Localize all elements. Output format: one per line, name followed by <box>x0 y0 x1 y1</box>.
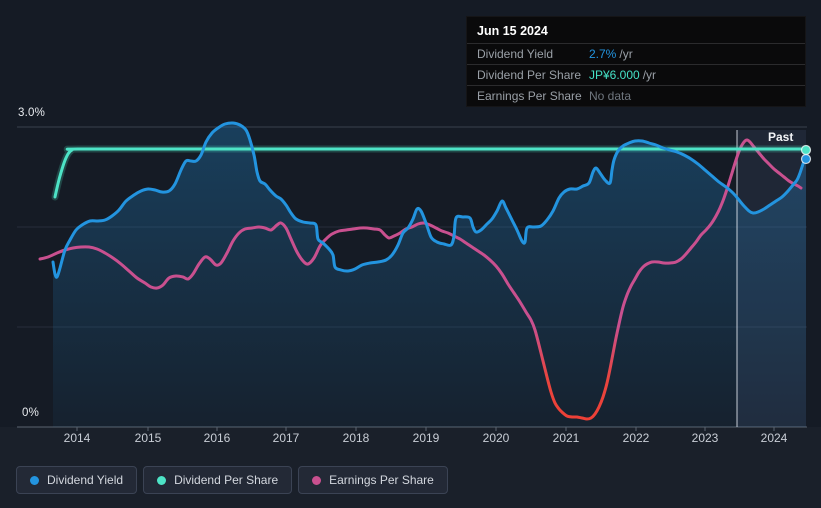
tooltip-value: 2.7% <box>589 47 617 61</box>
tooltip-suffix: /yr <box>642 68 657 82</box>
legend-item-earnings-per-share[interactable]: Earnings Per Share <box>298 466 448 494</box>
legend-label: Earnings Per Share <box>329 473 434 487</box>
x-axis-label: 2014 <box>63 431 91 445</box>
tooltip-label: Dividend Yield <box>477 47 554 61</box>
y-axis-label-top: 3.0% <box>18 107 46 119</box>
x-axis-label: 2023 <box>691 431 719 445</box>
tooltip-row-earnings-per-share: Earnings Per Share No data <box>467 85 805 106</box>
legend-label: Dividend Yield <box>47 473 124 487</box>
tooltip-value: JP¥6.000 <box>589 68 640 82</box>
tooltip-row-dividend-per-share: Dividend Per Share JP¥6.000 /yr <box>467 64 805 85</box>
tooltip-label: Earnings Per Share <box>477 89 582 103</box>
x-axis-label: 2021 <box>552 431 580 445</box>
x-axis-label: 2015 <box>134 431 162 445</box>
dividend-yield-dot-icon <box>30 475 39 485</box>
legend-item-dividend-per-share[interactable]: Dividend Per Share <box>143 466 293 494</box>
x-axis-label: 2019 <box>412 431 440 445</box>
tooltip-label: Dividend Per Share <box>477 68 582 82</box>
legend-label: Dividend Per Share <box>174 473 279 487</box>
dividend-per-share-dot-icon <box>157 475 167 485</box>
x-axis-label: 2020 <box>482 431 510 445</box>
x-axis-label: 2018 <box>342 431 370 445</box>
chart-legend: Dividend Yield Dividend Per Share Earnin… <box>16 466 448 494</box>
earnings-per-share-dot-icon <box>312 475 322 485</box>
legend-item-dividend-yield[interactable]: Dividend Yield <box>16 466 138 494</box>
x-axis-label: 2016 <box>203 431 231 445</box>
past-label: Past <box>768 130 794 144</box>
x-axis-label: 2017 <box>272 431 300 445</box>
x-axis-label: 2022 <box>622 431 650 445</box>
chart-tooltip: Jun 15 2024 Dividend Yield 2.7% /yr Divi… <box>466 16 806 107</box>
tooltip-value: No data <box>589 89 632 103</box>
tooltip-row-dividend-yield: Dividend Yield 2.7% /yr <box>467 43 805 64</box>
tooltip-date: Jun 15 2024 <box>477 24 548 38</box>
x-axis-label: 2024 <box>760 431 788 445</box>
tooltip-suffix: /yr <box>619 47 633 61</box>
y-axis-label-zero: 0% <box>22 407 40 419</box>
